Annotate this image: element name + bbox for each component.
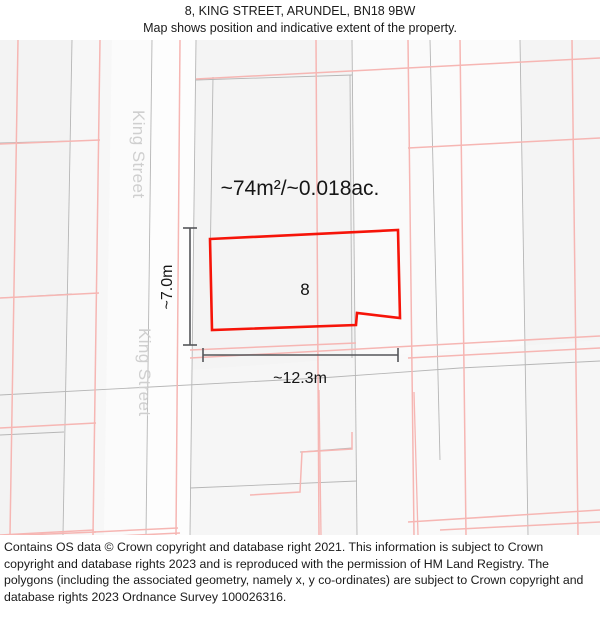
copyright-notice: Contains OS data © Crown copyright and d… bbox=[4, 540, 584, 604]
property-boundary-polygon[interactable] bbox=[208, 228, 402, 332]
page-title: 8, KING STREET, ARUNDEL, BN18 9BW bbox=[184, 4, 416, 18]
dimension-horizontal-label: ~12.3m bbox=[273, 370, 327, 387]
building-outlines bbox=[0, 40, 600, 535]
parcel-boundaries-detail bbox=[318, 389, 419, 535]
land-block-fills bbox=[0, 40, 600, 535]
plot-number-label: 8 bbox=[300, 280, 309, 299]
dimension-vertical: ~7.0m bbox=[159, 227, 197, 346]
parcel-boundaries bbox=[0, 40, 600, 535]
map-canvas[interactable]: King Street King Street 8 ~74m²/~0.018ac… bbox=[0, 40, 600, 535]
street-label-king-street-south: King Street bbox=[135, 328, 154, 417]
page-subtitle: Map shows position and indicative extent… bbox=[143, 21, 457, 35]
area-label: ~74m²/~0.018ac. bbox=[221, 177, 380, 200]
dimension-vertical-label: ~7.0m bbox=[159, 265, 176, 310]
page-footer: Contains OS data © Crown copyright and d… bbox=[0, 535, 600, 625]
dimension-horizontal: ~12.3m bbox=[202, 348, 399, 387]
map-svg: King Street King Street 8 ~74m²/~0.018ac… bbox=[0, 40, 600, 535]
page-header: 8, KING STREET, ARUNDEL, BN18 9BW Map sh… bbox=[0, 0, 600, 40]
street-label-king-street-north: King Street bbox=[129, 110, 148, 199]
